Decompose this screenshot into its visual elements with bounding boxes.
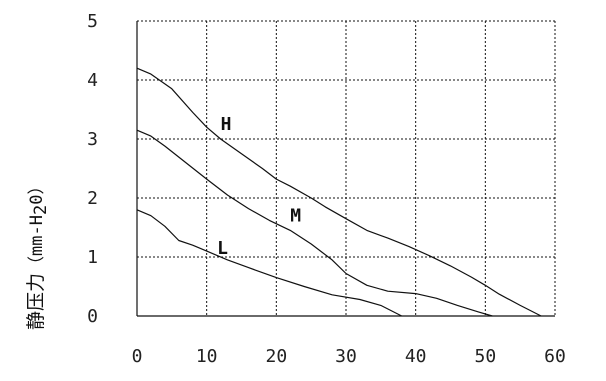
curves xyxy=(136,67,542,317)
y-tick-label: 2 xyxy=(87,188,98,209)
curve-label-L: L xyxy=(217,238,228,259)
y-tick-label: 5 xyxy=(87,11,98,32)
curve-label-M: M xyxy=(290,206,301,227)
y-axis-label: 静压力（mm-H20） xyxy=(25,178,51,330)
y-axis-label-unit-subscript: 2 xyxy=(31,205,51,215)
curve-M xyxy=(136,129,493,317)
y-axis-label-unit-part-1: （mm-H xyxy=(27,215,47,273)
y-tick-label: 0 xyxy=(87,306,98,327)
grid xyxy=(137,21,555,316)
curve-labels: H M L xyxy=(217,114,301,259)
curve-L xyxy=(136,209,402,317)
y-axis-label-unit-part-2: 0） xyxy=(27,178,47,205)
curve-H xyxy=(136,67,542,317)
y-tick-label: 1 xyxy=(87,247,98,268)
y-axis-ticks: 0 1 2 3 4 5 xyxy=(87,11,98,327)
plot-background xyxy=(60,0,606,381)
curve-label-H: H xyxy=(221,114,232,135)
plot-frame xyxy=(136,20,556,317)
x-axis-ticks: 0 10 20 30 40 50 60 xyxy=(132,346,566,367)
y-axis-label-main: 静压力 xyxy=(25,273,47,330)
x-tick-label: 10 xyxy=(196,346,218,367)
x-tick-label: 0 xyxy=(132,346,143,367)
x-tick-label: 30 xyxy=(335,346,357,367)
x-tick-label: 20 xyxy=(265,346,287,367)
x-tick-label: 60 xyxy=(544,346,566,367)
x-tick-label: 40 xyxy=(405,346,427,367)
y-tick-label: 4 xyxy=(87,70,98,91)
x-tick-label: 50 xyxy=(474,346,496,367)
y-tick-label: 3 xyxy=(87,129,98,150)
